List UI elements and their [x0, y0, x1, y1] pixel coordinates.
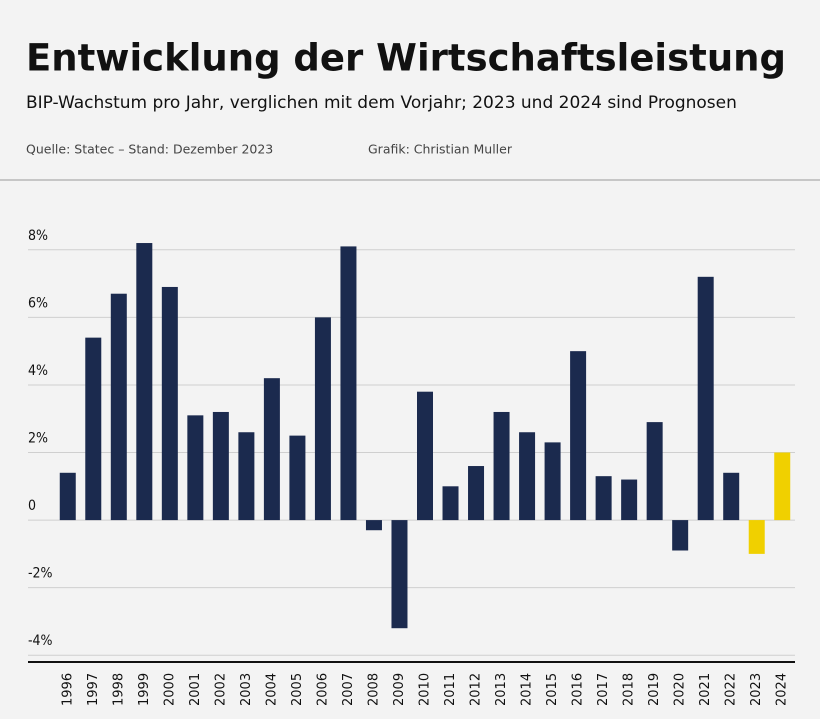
x-tick-label: 2005 — [290, 673, 305, 706]
y-tick-label: 0 — [28, 498, 36, 514]
bar — [340, 246, 357, 521]
bar — [468, 466, 485, 521]
x-tick-label: 2010 — [418, 673, 433, 706]
x-tick-label: 1997 — [86, 673, 101, 706]
y-tick-label: 4% — [28, 363, 48, 379]
x-tick-label: 2022 — [724, 673, 739, 706]
bar — [187, 415, 204, 521]
x-tick-label: 2009 — [392, 673, 407, 706]
chart-title: Entwicklung der Wirtschaftsleistung — [26, 37, 786, 80]
bar — [774, 452, 791, 521]
x-tick-label: 2014 — [520, 673, 535, 706]
x-tick-label: 2024 — [775, 673, 790, 706]
x-tick-label: 2023 — [749, 673, 764, 706]
y-tick-label: -2% — [28, 566, 53, 582]
y-tick-label: -4% — [28, 633, 53, 649]
x-tick-label: 2008 — [366, 673, 381, 706]
bar — [391, 520, 408, 629]
bar — [519, 432, 536, 521]
x-tick-label: 2012 — [469, 673, 484, 706]
bar — [59, 472, 76, 521]
bar — [570, 351, 587, 521]
bar — [748, 520, 765, 554]
bar — [723, 472, 740, 521]
bar — [85, 337, 102, 521]
x-tick-label: 2011 — [443, 673, 458, 706]
bar — [212, 411, 229, 521]
bar — [595, 476, 612, 521]
bar — [417, 391, 433, 521]
x-tick-label: 2019 — [647, 673, 662, 706]
bar — [263, 378, 280, 521]
x-tick-label: 1996 — [60, 673, 75, 706]
bar — [544, 442, 561, 521]
x-tick-label: 2017 — [596, 673, 611, 706]
x-tick-label: 2021 — [698, 673, 713, 706]
x-tick-label: 2016 — [571, 673, 586, 706]
x-tick-label: 2002 — [213, 673, 228, 706]
x-tick-label: 2007 — [341, 673, 356, 706]
bar — [238, 432, 255, 521]
x-tick-label: 1998 — [111, 673, 126, 706]
bar — [646, 422, 663, 521]
bar — [365, 520, 382, 531]
x-tick-label: 1999 — [137, 673, 152, 706]
y-tick-label: 2% — [28, 431, 48, 447]
x-tick-label: 2020 — [673, 673, 688, 706]
bar — [442, 486, 459, 521]
bar — [161, 286, 178, 521]
bar — [314, 317, 331, 521]
x-tick-label: 2001 — [188, 673, 203, 706]
bar — [110, 293, 127, 521]
source: Quelle: Statec – Stand: Dezember 2023 — [26, 142, 273, 157]
x-tick-label: 2013 — [494, 673, 509, 706]
bar — [697, 276, 714, 521]
bar — [289, 435, 306, 521]
chart-subtitle: BIP-Wachstum pro Jahr, verglichen mit de… — [26, 93, 737, 113]
credit: Grafik: Christian Muller — [368, 142, 513, 157]
x-tick-label: 2018 — [622, 673, 637, 706]
bar — [621, 479, 638, 521]
bar — [136, 243, 153, 521]
x-tick-label: 2004 — [264, 673, 279, 706]
bar — [493, 411, 510, 521]
x-tick-label: 2003 — [239, 673, 254, 706]
x-tick-label: 2000 — [162, 673, 177, 706]
x-tick-label: 2006 — [315, 673, 330, 706]
bar — [672, 520, 689, 551]
y-tick-label: 8% — [28, 228, 48, 244]
y-tick-label: 6% — [28, 295, 48, 311]
x-tick-label: 2015 — [545, 673, 560, 706]
